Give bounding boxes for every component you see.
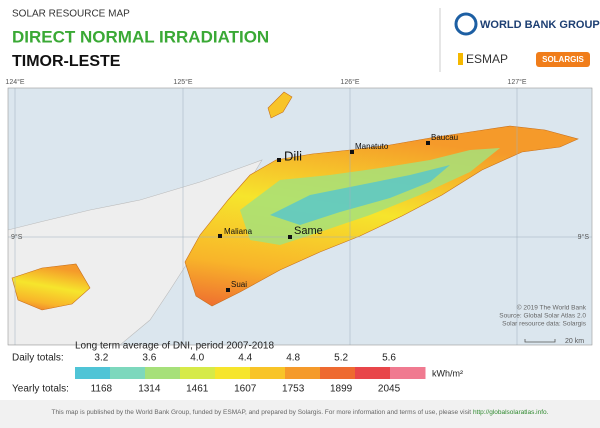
city-label: Same: [294, 225, 323, 237]
city-marker: [226, 288, 230, 292]
city-marker: [426, 141, 430, 145]
legend-swatch: [215, 367, 251, 379]
legend-swatch: [75, 367, 111, 379]
esmap-logo: ESMAP: [466, 52, 508, 66]
scale-label: 20 km: [565, 338, 584, 345]
subtitle: SOLAR RESOURCE MAP: [12, 9, 130, 20]
footer: This map is published by the World Bank …: [52, 409, 549, 416]
yearly-value: 1899: [330, 384, 353, 395]
unit: kWh/m²: [432, 368, 463, 378]
city-marker: [218, 234, 222, 238]
yearly-value: 1607: [234, 384, 257, 395]
daily-value: 4.0: [190, 353, 204, 364]
daily-value: 4.4: [238, 353, 252, 364]
daily-value: 5.6: [382, 353, 396, 364]
cities: Dili Manatuto Baucau Maliana Same Suai: [218, 133, 458, 292]
legend-swatch: [355, 367, 391, 379]
daily-label: Daily totals:: [12, 353, 64, 364]
map-frame: [7, 87, 593, 346]
legend-swatch: [250, 367, 286, 379]
credit: Solar resource data: Solargis: [502, 321, 587, 328]
credit: © 2019 The World Bank: [517, 304, 587, 312]
yearly-value: 1461: [186, 384, 209, 395]
lon-label: 126°E: [340, 78, 359, 86]
city-label: Manatuto: [355, 142, 389, 151]
atauro: [267, 91, 293, 119]
timor-leste-mainland: [184, 125, 579, 307]
city-marker: [288, 235, 292, 239]
legend-swatch: [110, 367, 146, 379]
solargis-badge: [536, 52, 590, 67]
city-label: Maliana: [224, 227, 253, 236]
city-marker: [277, 158, 281, 162]
daily-value: 5.2: [334, 353, 348, 364]
yearly-value: 1168: [91, 384, 113, 395]
footer-band: [0, 400, 600, 428]
lon-label: 127°E: [507, 78, 526, 86]
title: DIRECT NORMAL IRRADIATION: [12, 27, 269, 46]
city-label: Suai: [231, 280, 247, 289]
esmap-mark: [458, 53, 463, 65]
yearly-label: Yearly totals:: [12, 384, 69, 395]
daily-value: 3.6: [142, 353, 156, 364]
yearly-value: 1314: [138, 384, 161, 395]
legend-swatch: [180, 367, 216, 379]
legend-swatch: [320, 367, 356, 379]
oecusse: [11, 263, 91, 311]
wb-globe: [454, 12, 478, 36]
lon-label: 124°E: [5, 78, 24, 86]
legend: 3.2 1168 3.6 1314 4.0 1461 4.4 1607 4.8 1753 5.2 18…: [75, 353, 426, 395]
lon-label: 125°E: [173, 78, 192, 86]
yearly-value: 1753: [282, 384, 305, 395]
wb-logo: WORLD BANK GROUP: [480, 19, 600, 31]
country: TIMOR-LESTE: [12, 53, 121, 70]
daily-value: 4.8: [286, 353, 300, 364]
solargis-logo: SOLARGIS: [542, 55, 584, 64]
city-label: Baucau: [431, 133, 458, 142]
daily-value: 3.2: [94, 353, 108, 364]
city-label: Dili: [284, 148, 302, 163]
legend-swatch: [145, 367, 181, 379]
legend-swatch: [285, 367, 321, 379]
city-marker: [350, 150, 354, 154]
legend-swatch: [390, 367, 426, 379]
footer-link[interactable]: http://globalsolaratlas.info.: [473, 409, 549, 416]
lat-label: 9°S: [578, 233, 590, 241]
map: [8, 88, 592, 345]
scale-bar: [524, 339, 556, 343]
footer-text: This map is published by the World Bank …: [52, 409, 472, 416]
lat-label: 9°S: [11, 233, 23, 241]
legend-caption: Long term average of DNI, period 2007-20…: [75, 341, 274, 352]
yearly-value: 2045: [378, 384, 401, 395]
highland-cyan: [270, 165, 450, 225]
credit: Source: Global Solar Atlas 2.0: [499, 313, 586, 320]
